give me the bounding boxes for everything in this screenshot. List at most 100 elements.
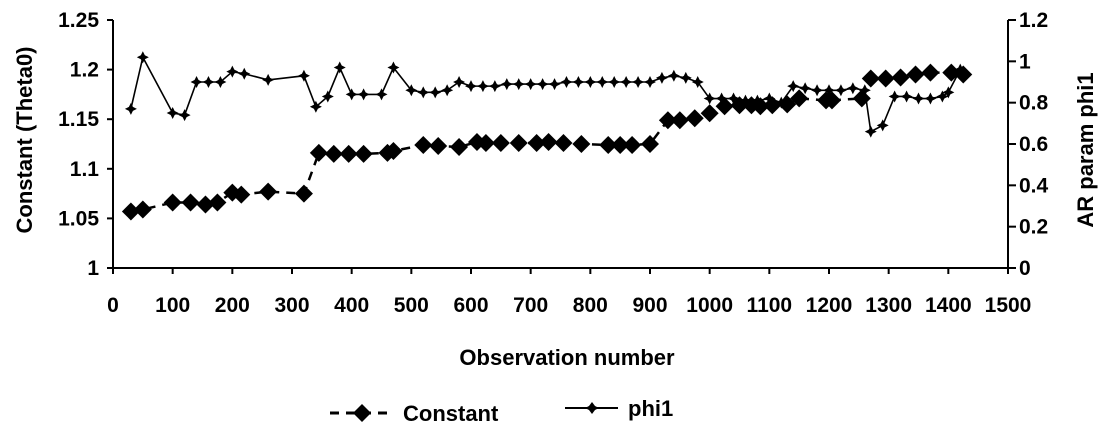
series-constant-point: [196, 195, 215, 214]
series-constant-point: [384, 141, 403, 160]
series-phi1-point: [703, 92, 716, 105]
series-phi1-point: [476, 80, 489, 93]
series-phi1-point: [357, 88, 370, 101]
series-phi1-point: [679, 71, 692, 84]
series-constant-point: [208, 193, 227, 212]
series-constant-point: [163, 193, 182, 212]
x-tick-label: 1000: [686, 294, 733, 317]
series-phi1-point: [214, 76, 227, 88]
x-tick-label: 300: [274, 294, 309, 317]
series-constant-point: [730, 96, 749, 115]
series-constant-point: [790, 89, 809, 108]
series-phi1-point: [429, 86, 442, 99]
series-constant-point: [539, 133, 558, 152]
series-phi1-point: [560, 76, 573, 88]
series-constant-point: [121, 202, 140, 221]
series-constant-point: [921, 63, 940, 82]
series-phi1-point: [876, 119, 889, 132]
series-constant-point: [450, 137, 469, 156]
series-constant-point: [309, 143, 328, 162]
legend-item-phi1: phi1: [565, 396, 673, 421]
series-phi1-point: [512, 78, 525, 91]
x-tick-label: 400: [334, 294, 369, 317]
series-phi1-point: [333, 61, 346, 74]
series-constant-point: [259, 182, 278, 201]
series-phi1-point: [488, 80, 501, 93]
series-constant-point: [763, 96, 782, 115]
series-constant-point: [572, 135, 591, 153]
series-phi1-point: [262, 73, 275, 86]
series-constant-point: [942, 63, 961, 82]
series-phi1-point: [297, 69, 310, 82]
series-phi1-point: [888, 90, 901, 103]
series-phi1-point: [124, 102, 137, 115]
x-tick-label: 200: [215, 294, 250, 317]
legend: Constant phi1: [330, 396, 673, 426]
series-constant-point: [861, 69, 880, 88]
series-phi1-point: [226, 65, 239, 78]
right-y-tick-label: 0.8: [1019, 92, 1049, 115]
series-phi1-point: [655, 71, 668, 84]
series-phi1-point: [536, 78, 549, 91]
series-constant-point: [954, 65, 973, 84]
series-constant-point: [491, 134, 510, 153]
series-phi1-point: [166, 107, 179, 119]
series-constant-point: [294, 184, 313, 203]
series-phi1-point: [321, 90, 334, 103]
left-y-tick-label: 1.1: [70, 158, 100, 181]
series-phi1-point: [465, 80, 477, 93]
series-phi1-point: [375, 88, 388, 101]
series-phi1-point: [178, 109, 191, 122]
left-y-tick-label: 1.25: [58, 9, 99, 32]
series-phi1-point: [799, 82, 812, 95]
series-phi1-point: [811, 84, 824, 97]
series-phi1-point: [763, 92, 776, 105]
x-tick-label: 500: [394, 294, 429, 317]
x-tick-label: 0: [107, 294, 119, 317]
series-constant-point: [527, 134, 546, 153]
series-constant-point: [685, 109, 704, 128]
series-constant-point: [354, 144, 373, 163]
series-constant-point: [509, 134, 528, 153]
series-phi1-point: [608, 76, 621, 88]
series-phi1-point: [644, 76, 656, 88]
series-constant-point: [751, 97, 770, 116]
legend-phi1-label: phi1: [628, 396, 673, 421]
x-tick-label: 700: [513, 294, 548, 317]
series-phi1-point: [524, 78, 537, 91]
series-constant-point: [611, 135, 630, 154]
series-constant-point: [876, 69, 895, 88]
series-constant-point: [658, 111, 677, 130]
x-tick-label: 100: [155, 294, 190, 317]
series-phi1-point: [834, 84, 847, 97]
series-constant-point: [476, 134, 495, 153]
series-constant-point: [822, 91, 841, 110]
series-phi1-point: [667, 69, 680, 82]
series-phi1-point: [136, 51, 149, 64]
series-phi1-point: [417, 86, 430, 99]
series-phi1-point: [190, 76, 203, 88]
x-axis-title: Observation number: [459, 345, 675, 370]
right-y-tick-label: 0.2: [1019, 216, 1048, 239]
legend-item-constant: Constant: [330, 401, 499, 426]
series-constant-point: [414, 135, 433, 154]
series-phi1-point: [727, 92, 740, 105]
series-phi1-point: [500, 78, 513, 91]
series-phi1-point: [548, 78, 561, 91]
series-phi1-point: [584, 76, 597, 88]
x-axis-ticks: 0 100 200 300 400 500 600 700 800 900 1000 1100 1200…: [107, 268, 1031, 317]
series-phi1-point: [345, 88, 358, 101]
x-tick-label: 600: [453, 294, 488, 317]
series-constant-point: [324, 144, 343, 163]
series-constant-point: [623, 135, 642, 154]
left-y-tick-label: 1.2: [70, 59, 99, 82]
right-y-axis-ticks: 0 0.2 0.4 0.6 0.8 1 1.2: [1008, 9, 1049, 280]
x-tick-label: 1100: [747, 294, 793, 317]
series-constant-point: [554, 134, 573, 153]
series-phi1-point: [787, 80, 800, 93]
series-phi1-point: [405, 84, 418, 97]
right-y-axis-title: AR param phi1: [1073, 72, 1098, 227]
series-phi1-point: [739, 94, 752, 107]
series-phi1-point: [441, 84, 454, 97]
